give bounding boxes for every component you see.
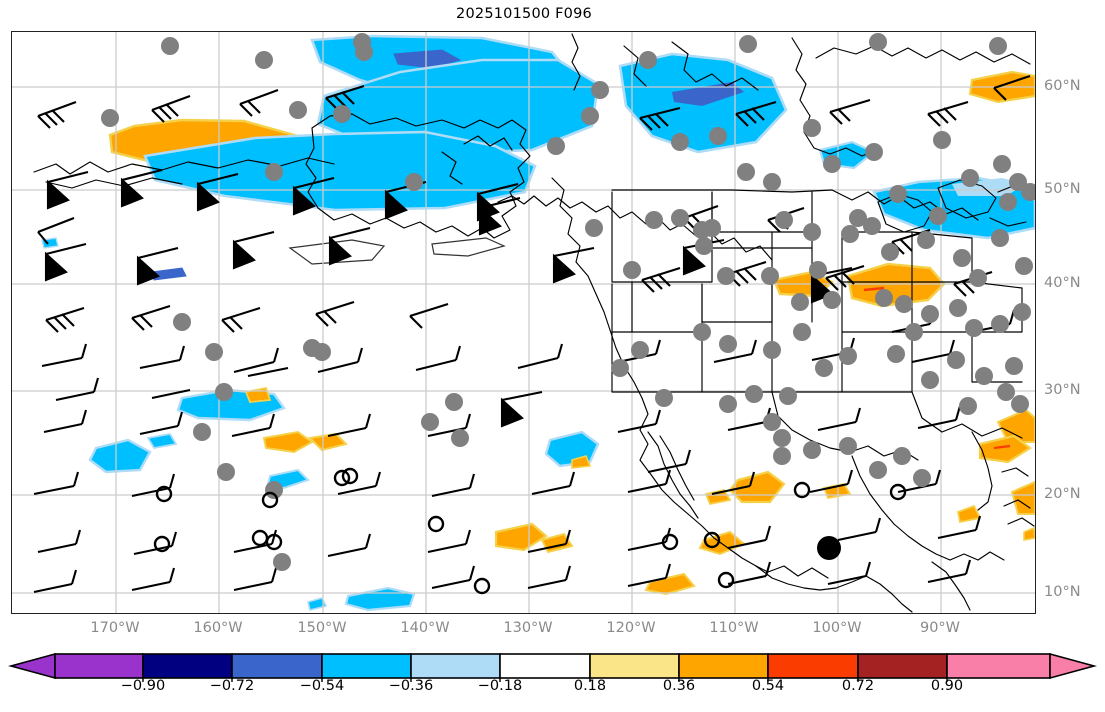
colorbar-tick--0.54: −0.54 — [299, 678, 345, 694]
colorbar-tick--0.36: −0.36 — [388, 678, 434, 694]
lon-tick-150W: 150°W — [297, 620, 347, 636]
lon-tick-130W: 130°W — [503, 620, 553, 636]
colorbar[interactable]: −0.90 −0.72 −0.54 −0.36 −0.18 0.18 0.36 … — [0, 652, 1105, 712]
colorbar-tick--0.72: −0.72 — [209, 678, 255, 694]
lat-tick-30N: 30°N — [1044, 382, 1081, 398]
station-markers-open — [153, 467, 907, 595]
colorbar-tick-0.18: 0.18 — [573, 678, 607, 694]
colorbar-tick-0.90: 0.90 — [930, 678, 964, 694]
lat-tick-20N: 20°N — [1044, 486, 1081, 502]
colorbar-band-5 — [499, 653, 591, 679]
lat-tick-50N: 50°N — [1044, 181, 1081, 197]
lon-tick-90W: 90°W — [919, 620, 961, 636]
colorbar-band-1 — [142, 653, 233, 679]
colorbar-band-3 — [321, 653, 412, 679]
colorbar-swatches — [7, 652, 1098, 682]
colorbar-tick-0.54: 0.54 — [751, 678, 785, 694]
colorbar-band-0 — [7, 652, 56, 680]
lon-tick-120W: 120°W — [606, 620, 656, 636]
lon-tick-160W: 160°W — [193, 620, 243, 636]
colorbar-band-8 — [767, 653, 859, 679]
colorbar-tick-0.36: 0.36 — [662, 678, 696, 694]
colorbar-tick--0.18: −0.18 — [477, 678, 523, 694]
lon-tick-110W: 110°W — [709, 620, 759, 636]
figure-title: 2025101500 F096 — [456, 6, 592, 22]
map-frame — [11, 31, 1036, 614]
lon-tick-100W: 100°W — [812, 620, 862, 636]
lat-tick-60N: 60°N — [1044, 78, 1081, 94]
colorbar-band-0b — [54, 653, 144, 679]
map-panel[interactable] — [11, 31, 1036, 614]
colorbar-band-9 — [857, 653, 948, 679]
colorbar-band-10b — [1049, 652, 1098, 680]
colorbar-band-7 — [678, 653, 769, 679]
map-canvas — [12, 32, 1035, 613]
station-markers-filled — [101, 33, 1035, 571]
colorbar-band-4 — [410, 653, 501, 679]
colorbar-tick--0.90: −0.90 — [120, 678, 166, 694]
colorbar-tick-0.72: 0.72 — [841, 678, 875, 694]
shaded-contours — [41, 34, 1035, 612]
colorbar-band-10 — [946, 653, 1051, 679]
colorbar-band-2 — [231, 653, 323, 679]
station-marker-filled-black — [817, 536, 841, 560]
lat-tick-40N: 40°N — [1044, 275, 1081, 291]
lon-tick-140W: 140°W — [400, 620, 450, 636]
colorbar-band-6 — [589, 653, 680, 679]
lon-tick-170W: 170°W — [90, 620, 140, 636]
lat-tick-10N: 10°N — [1044, 584, 1081, 600]
